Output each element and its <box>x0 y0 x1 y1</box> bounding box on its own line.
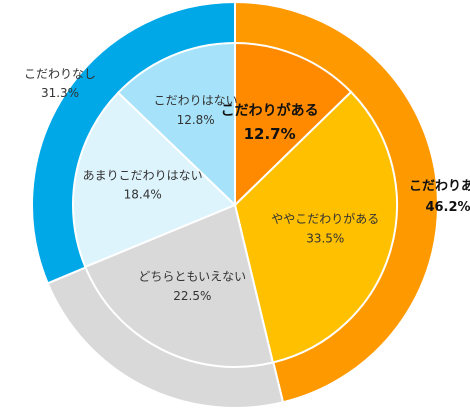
inner-label-3-value: 18.4% <box>124 188 162 202</box>
inner-label-1-value: 33.5% <box>306 231 344 245</box>
outer-label-0-value: 46.2% <box>425 200 470 215</box>
inner-slice-3 <box>72 91 237 269</box>
inner-slice-0 <box>234 41 353 208</box>
inner-label-0: こだわりがある 12.7% <box>221 102 319 143</box>
inner-label-3-name: あまりこだわりはない <box>83 169 203 183</box>
inner-pie <box>72 41 398 368</box>
inner-slice-1 <box>233 90 398 364</box>
inner-slice-2 <box>83 203 275 368</box>
inner-slice-4 <box>116 41 236 208</box>
inner-label-3: あまりこだわりはない 18.4% <box>83 169 203 202</box>
inner-label-4: こだわりはない 12.8% <box>154 94 238 127</box>
inner-label-0-name: こだわりがある <box>221 102 319 119</box>
outer-label-2-value: 31.3% <box>41 86 79 100</box>
inner-label-4-value: 12.8% <box>177 113 215 127</box>
outer-label-0-name: こだわりあり <box>409 179 470 194</box>
outer-label-2: こだわりなし 31.3% <box>24 67 96 100</box>
outer-label-2-name: こだわりなし <box>24 67 96 81</box>
inner-label-2: どちらともいえない 22.5% <box>138 270 246 303</box>
inner-label-1: ややこだわりがある 33.5% <box>271 211 379 245</box>
inner-label-2-name: どちらともいえない <box>138 270 246 284</box>
inner-label-1-name: ややこだわりがある <box>271 211 379 226</box>
inner-label-4-name: こだわりはない <box>154 94 238 108</box>
inner-label-0-value: 12.7% <box>244 125 296 143</box>
inner-label-2-value: 22.5% <box>173 289 211 303</box>
outer-label-0: こだわりあり 46.2% <box>409 179 470 215</box>
labels: こだわりがある 12.7% ややこだわりがある 33.5% どちらともいえない 22.5%… <box>24 67 470 303</box>
